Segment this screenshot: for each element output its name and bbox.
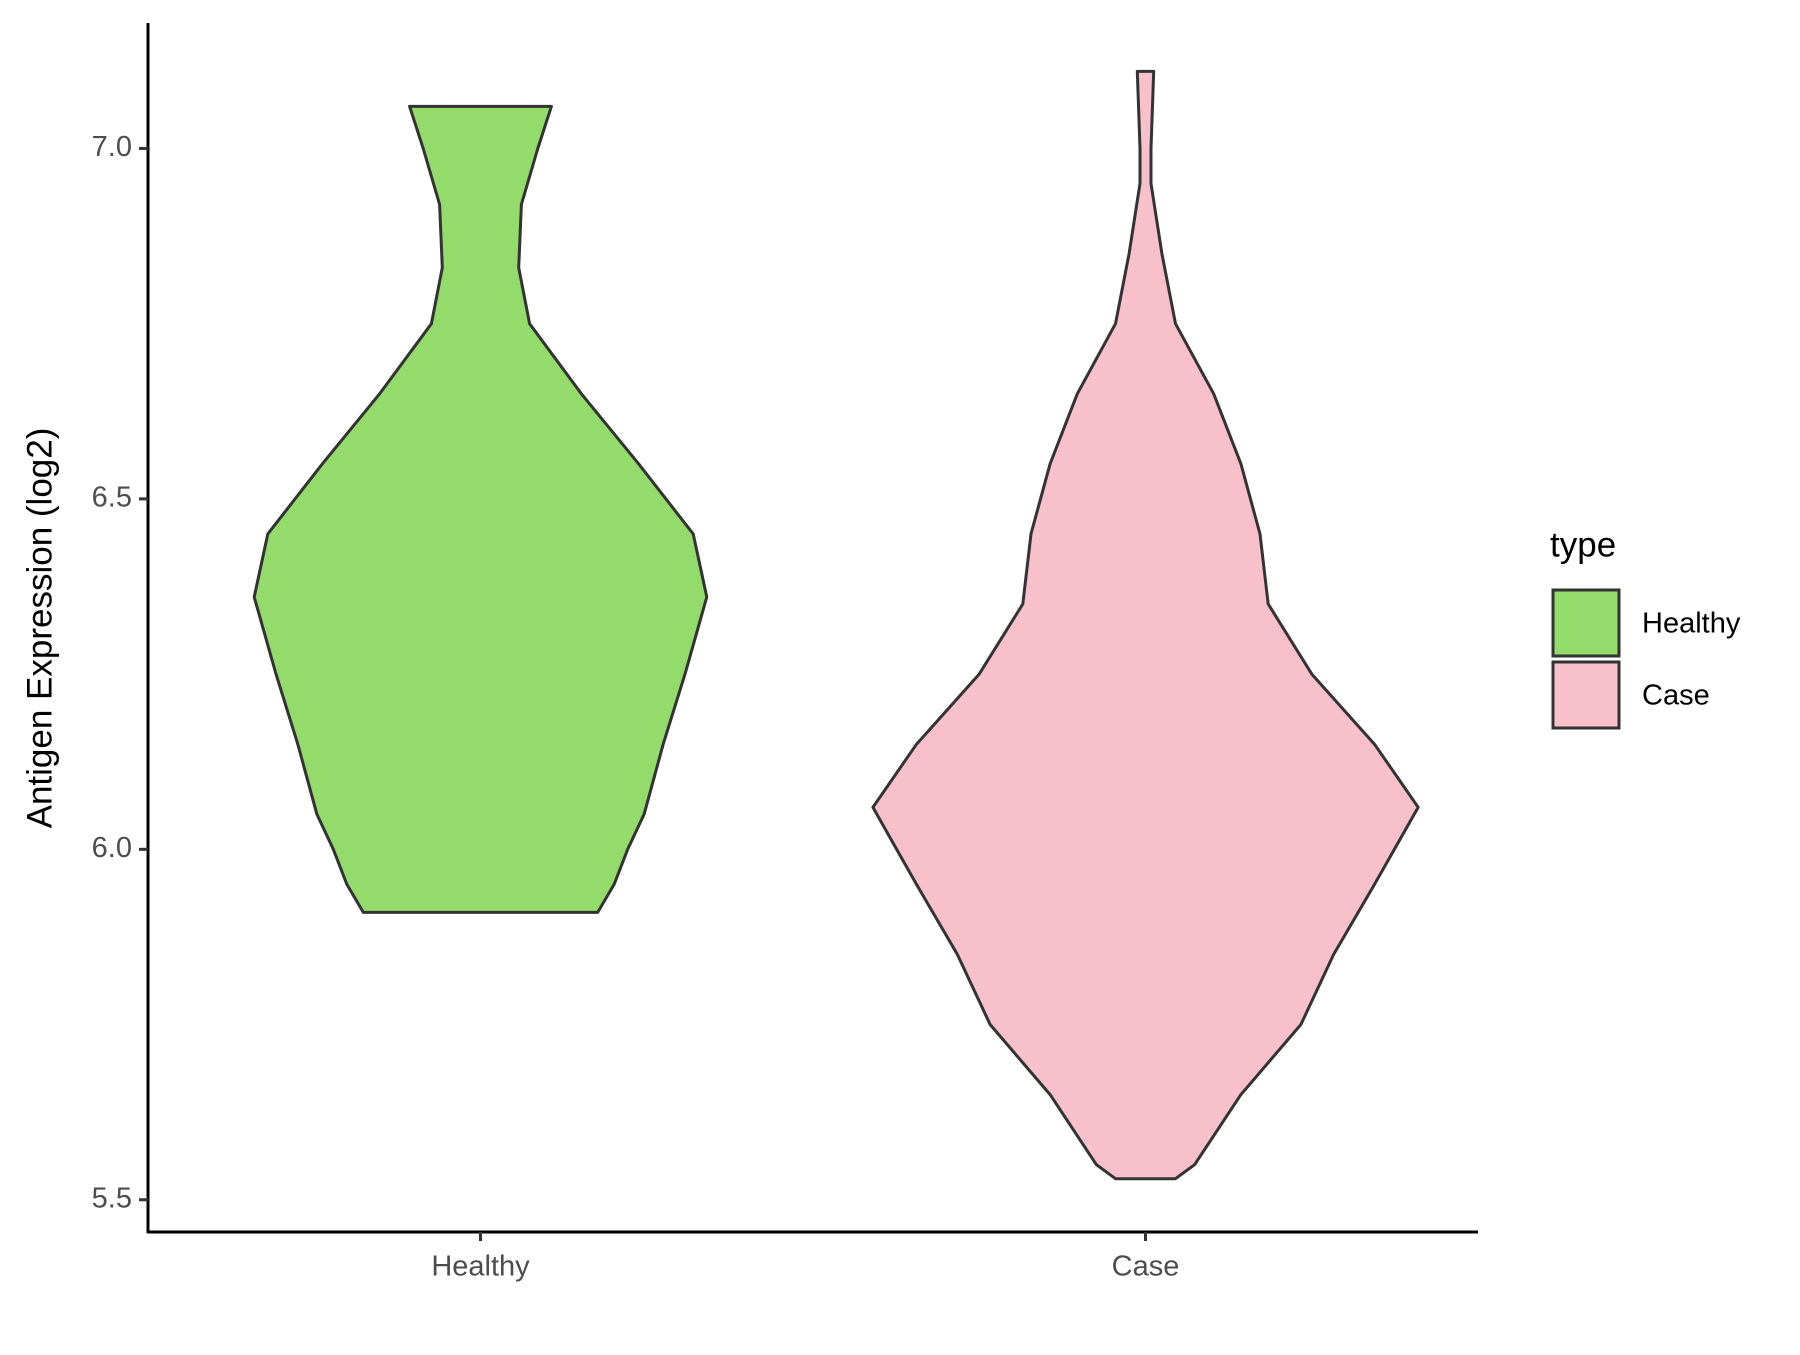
x-tick-label: Case: [1112, 1251, 1180, 1283]
y-tick-label: 5.5: [92, 1182, 132, 1214]
y-tick-label: 6.0: [92, 832, 132, 864]
y-axis-title: Antigen Expression (log2): [20, 428, 59, 829]
y-tick-label: 7.0: [92, 131, 132, 163]
legend-title: type: [1550, 525, 1616, 564]
legend-key: [1551, 660, 1621, 730]
legend-label: Case: [1642, 680, 1710, 712]
x-tick-label: Healthy: [431, 1251, 530, 1283]
legend-key: [1551, 588, 1621, 658]
y-tick-label: 6.5: [92, 482, 132, 514]
violin: [252, 104, 709, 914]
violin: [871, 69, 1420, 1181]
legend-label: Healthy: [1642, 608, 1741, 640]
